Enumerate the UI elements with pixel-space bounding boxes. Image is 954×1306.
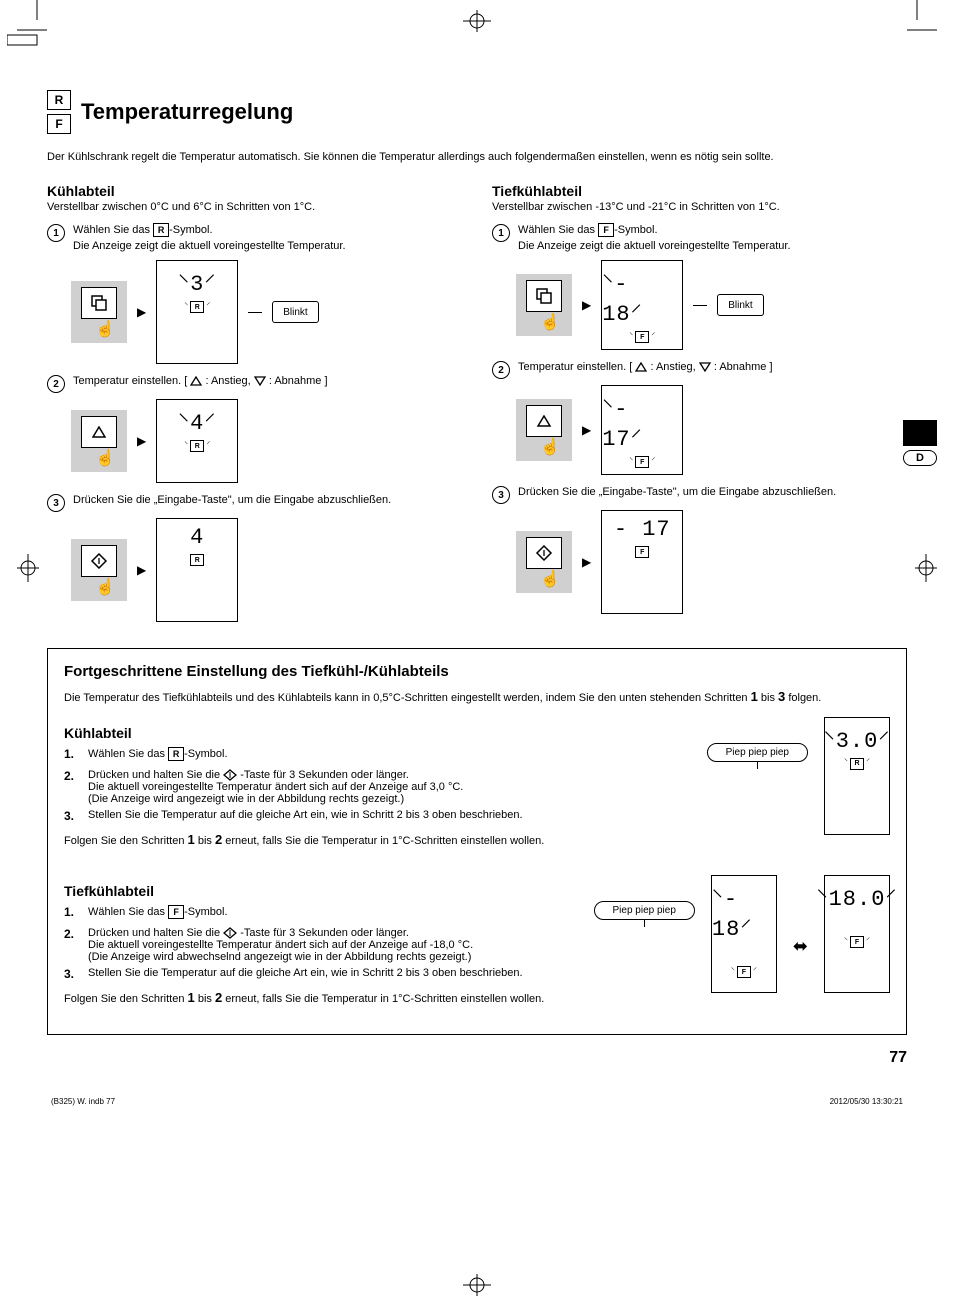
badge-f: F bbox=[47, 114, 71, 134]
fridge-step-1: 1 Wählen Sie das R-Symbol. Die Anzeige z… bbox=[47, 223, 462, 254]
adv-fridge-step-1: 1.Wählen Sie das R-Symbol. bbox=[64, 747, 707, 761]
freezer-step-3: 3 Drücken Sie die „Eingabe-Taste", um di… bbox=[492, 485, 907, 504]
arrow-right-icon: ▶ bbox=[582, 555, 591, 569]
footer: (B325) W. indb 77 2012/05/30 13:30:21 bbox=[47, 1097, 907, 1106]
hand-icon: ☝ bbox=[540, 312, 560, 332]
piep-callout: Piep piep piep bbox=[594, 901, 695, 920]
language-tab-label: D bbox=[903, 450, 937, 466]
page-number: 77 bbox=[47, 1049, 907, 1067]
display-freezer-3: - 17 F bbox=[601, 510, 683, 614]
arrow-right-icon: ▶ bbox=[137, 563, 146, 577]
section-badges: R F bbox=[47, 90, 71, 134]
adv-freezer-follow: Folgen Sie den Schritten 1 bis 2 erneut,… bbox=[64, 989, 695, 1007]
up-button[interactable] bbox=[526, 405, 562, 437]
enter-button[interactable] bbox=[526, 537, 562, 569]
fridge-heading: Kühlabteil bbox=[47, 183, 462, 199]
fridge-fig-3: ☝ ▶ 4 R bbox=[47, 518, 462, 622]
registration-mark-right bbox=[915, 554, 937, 582]
adv-freezer-step-2: 2. Drücken und halten Sie die -Taste für… bbox=[64, 927, 695, 963]
step-number-3: 3 bbox=[47, 494, 65, 512]
fridge-fig-1: ☝ ▶ ⸌3⸍ ⸌R⸍ Blinkt bbox=[47, 260, 462, 364]
triangle-down-icon bbox=[254, 376, 266, 386]
advanced-box: Fortgeschrittene Einstellung des Tiefküh… bbox=[47, 648, 907, 1034]
display-fridge-3: 4 R bbox=[156, 518, 238, 622]
r-symbol-box: R bbox=[153, 223, 169, 237]
display-value: ⸌3⸍ bbox=[178, 267, 216, 297]
adv-fridge-follow: Folgen Sie den Schritten 1 bis 2 erneut,… bbox=[64, 831, 808, 849]
page-title: Temperaturregelung bbox=[81, 99, 293, 125]
triangle-up-icon bbox=[190, 376, 202, 386]
display-fridge-1: ⸌3⸍ ⸌R⸍ bbox=[156, 260, 238, 364]
triangle-down-icon bbox=[699, 362, 711, 372]
blink-callout: Blinkt bbox=[717, 294, 763, 316]
crop-mark-tr bbox=[907, 0, 947, 50]
footer-right: 2012/05/30 13:30:21 bbox=[830, 1097, 903, 1106]
fridge-step-3: 3 Drücken Sie die „Eingabe-Taste", um di… bbox=[47, 493, 462, 512]
advanced-desc: Die Temperatur des Tiefkühlabteils und d… bbox=[64, 688, 890, 706]
footer-left: (B325) W. indb 77 bbox=[51, 1097, 115, 1106]
arrow-right-icon: ▶ bbox=[137, 305, 146, 319]
adv-freezer-heading: Tiefkühlabteil bbox=[64, 883, 695, 899]
step-number-2: 2 bbox=[47, 375, 65, 393]
fridge-range: Verstellbar zwischen 0°C und 6°C in Schr… bbox=[47, 201, 462, 213]
crop-mark-tl bbox=[7, 0, 47, 50]
hand-icon: ☝ bbox=[95, 577, 115, 597]
hand-icon: ☝ bbox=[95, 319, 115, 339]
language-tab: D bbox=[903, 420, 937, 466]
adv-freezer-display-a: ⸌- 18⸍ ⸌F⸍ bbox=[711, 875, 777, 993]
hand-icon: ☝ bbox=[540, 569, 560, 589]
arrow-right-icon: ▶ bbox=[582, 298, 591, 312]
enter-button[interactable] bbox=[81, 545, 117, 577]
badge-r: R bbox=[47, 90, 71, 110]
hand-icon: ☝ bbox=[540, 437, 560, 457]
registration-mark-left bbox=[17, 554, 39, 582]
hand-icon: ☝ bbox=[95, 448, 115, 468]
adv-fridge-step-3: 3.Stellen Sie die Temperatur auf die gle… bbox=[64, 809, 808, 823]
arrow-right-icon: ▶ bbox=[582, 423, 591, 437]
enter-icon bbox=[223, 769, 237, 781]
f-symbol-box: F bbox=[598, 223, 614, 237]
adv-freezer-step-3: 3.Stellen Sie die Temperatur auf die gle… bbox=[64, 967, 695, 981]
freezer-column: Tiefkühlabteil Verstellbar zwischen -13°… bbox=[492, 175, 907, 632]
enter-icon bbox=[223, 927, 237, 939]
freezer-fig-3: ☝ ▶ - 17 F bbox=[492, 510, 907, 614]
up-button[interactable] bbox=[81, 416, 117, 448]
fridge-step-2: 2 Temperatur einstellen. [ : Anstieg, : … bbox=[47, 374, 462, 393]
adv-fridge-display: ⸌3.0⸍ ⸌R⸍ bbox=[824, 717, 890, 835]
blink-callout: Blinkt bbox=[272, 301, 318, 323]
select-button-pad: ☝ bbox=[71, 281, 127, 343]
registration-mark-bottom bbox=[463, 1274, 491, 1296]
piep-callout: Piep piep piep bbox=[707, 743, 808, 762]
display-fridge-2: ⸌4⸍ ⸌R⸍ bbox=[156, 399, 238, 483]
freezer-range: Verstellbar zwischen -13°C und -21°C in … bbox=[492, 201, 907, 213]
adv-freezer-display-b: ⸌18.0⸍ ⸌F⸍ bbox=[824, 875, 890, 993]
step-number-1: 1 bbox=[47, 224, 65, 242]
advanced-title: Fortgeschrittene Einstellung des Tiefküh… bbox=[64, 663, 890, 680]
double-arrow-icon: ⬌ bbox=[793, 936, 808, 957]
select-button[interactable] bbox=[81, 287, 117, 319]
intro-text: Der Kühlschrank regelt die Temperatur au… bbox=[47, 150, 907, 165]
freezer-step-2: 2 Temperatur einstellen. [ : Anstieg, : … bbox=[492, 360, 907, 379]
fridge-fig-2: ☝ ▶ ⸌4⸍ ⸌R⸍ bbox=[47, 399, 462, 483]
select-button[interactable] bbox=[526, 280, 562, 312]
adv-fridge-heading: Kühlabteil bbox=[64, 725, 808, 741]
adv-freezer-step-1: 1.Wählen Sie das F-Symbol. bbox=[64, 905, 594, 919]
arrow-right-icon: ▶ bbox=[137, 434, 146, 448]
display-freezer-2: ⸌- 17⸍ ⸌F⸍ bbox=[601, 385, 683, 475]
freezer-fig-1: ☝ ▶ ⸌- 18⸍ ⸌F⸍ Blinkt bbox=[492, 260, 907, 350]
freezer-step-1: 1 Wählen Sie das F-Symbol. Die Anzeige z… bbox=[492, 223, 907, 254]
triangle-up-icon bbox=[635, 362, 647, 372]
adv-fridge-step-2: 2. Drücken und halten Sie die -Taste für… bbox=[64, 769, 808, 805]
display-freezer-1: ⸌- 18⸍ ⸌F⸍ bbox=[601, 260, 683, 350]
fridge-column: Kühlabteil Verstellbar zwischen 0°C und … bbox=[47, 175, 462, 632]
freezer-fig-2: ☝ ▶ ⸌- 17⸍ ⸌F⸍ bbox=[492, 385, 907, 475]
freezer-heading: Tiefkühlabteil bbox=[492, 183, 907, 199]
